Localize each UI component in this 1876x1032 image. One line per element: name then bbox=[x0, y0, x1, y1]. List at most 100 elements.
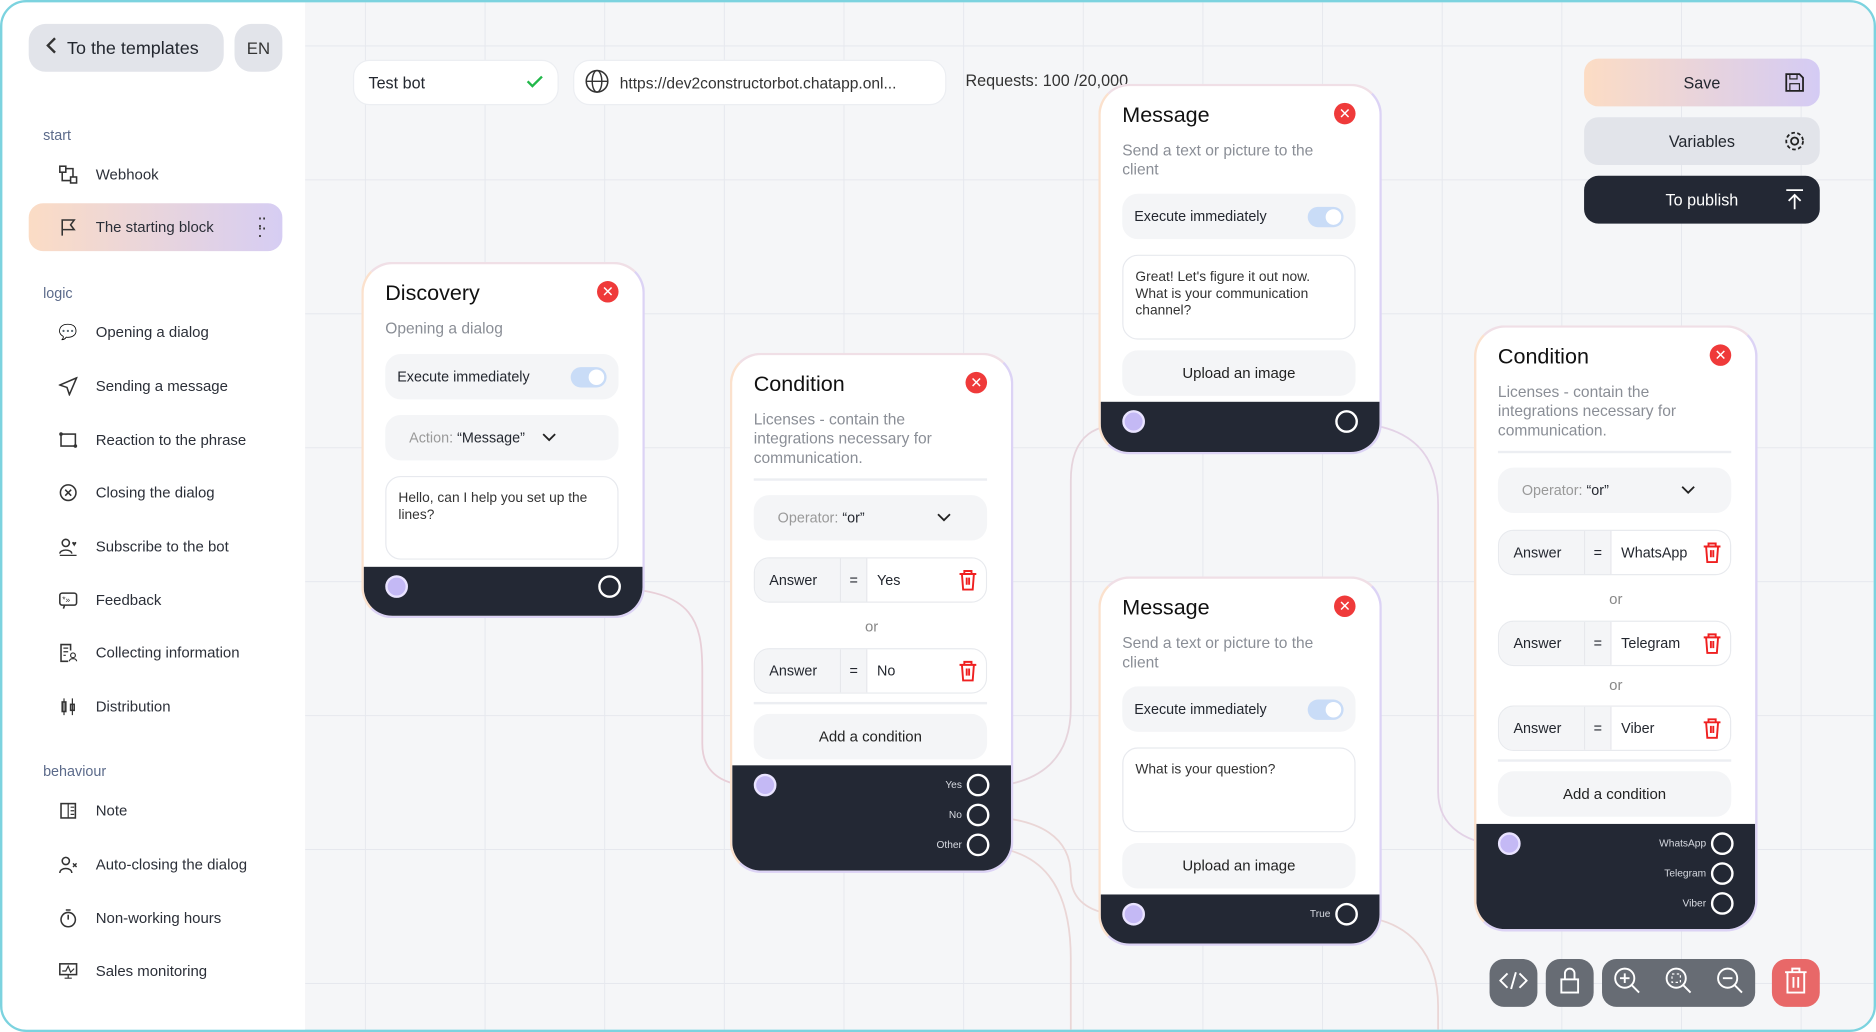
sidebar-item-label: Sales monitoring bbox=[95, 962, 208, 980]
input-port[interactable] bbox=[1122, 410, 1145, 433]
output-port[interactable] bbox=[1335, 410, 1358, 433]
execute-toggle[interactable] bbox=[1307, 699, 1344, 720]
close-icon[interactable]: ✕ bbox=[965, 371, 988, 394]
condition-field[interactable]: Answer bbox=[754, 649, 842, 693]
block-footer: Yes No Other bbox=[732, 765, 1011, 871]
condition-operator: = bbox=[841, 649, 868, 693]
condition-value[interactable]: No bbox=[867, 649, 950, 693]
output-port-telegram[interactable] bbox=[1710, 862, 1734, 885]
output-port[interactable] bbox=[598, 575, 621, 598]
message-block[interactable]: Message ✕ Send a text or picture to the … bbox=[1098, 576, 1382, 946]
upload-image-button[interactable]: Upload an image bbox=[1122, 843, 1356, 889]
input-port[interactable] bbox=[753, 773, 777, 797]
close-icon[interactable]: ✕ bbox=[1334, 102, 1356, 125]
input-port[interactable] bbox=[1497, 832, 1521, 856]
save-label: Save bbox=[1683, 73, 1721, 92]
message-block[interactable]: Message ✕ Send a text or picture to the … bbox=[1098, 83, 1382, 455]
sidebar-item-collecting[interactable]: Collecting information bbox=[29, 629, 283, 677]
sidebar-item-sending-message[interactable]: Sending a message bbox=[29, 362, 283, 410]
output-port-yes[interactable] bbox=[966, 773, 990, 797]
requests-counter: Requests: 100 /20,000 bbox=[965, 71, 1129, 90]
condition-field[interactable]: Answer bbox=[754, 558, 842, 602]
delete-button[interactable] bbox=[1771, 959, 1820, 1007]
condition-block[interactable]: Condition ✕ Licenses - contain the integ… bbox=[1474, 325, 1758, 932]
close-icon[interactable]: ✕ bbox=[1709, 344, 1732, 366]
sidebar-item-subscribe[interactable]: ♥ Subscribe to the bot bbox=[29, 523, 283, 571]
lock-button[interactable] bbox=[1545, 959, 1594, 1007]
sidebar-item-webhook[interactable]: Webhook bbox=[29, 151, 283, 199]
condition-value[interactable]: Telegram bbox=[1611, 621, 1695, 665]
zoom-out-icon[interactable] bbox=[1715, 966, 1744, 1001]
bot-name-field[interactable]: Test bot bbox=[352, 59, 559, 106]
bot-url-field[interactable]: https://dev2constructorbot.chatapp.onl..… bbox=[573, 59, 947, 106]
save-button[interactable]: Save bbox=[1584, 58, 1820, 107]
add-condition-button[interactable]: Add a condition bbox=[1497, 771, 1732, 817]
operator-select[interactable]: Operator: “or” bbox=[753, 495, 988, 541]
close-icon[interactable]: ✕ bbox=[1334, 595, 1356, 618]
block-title: Message bbox=[1122, 595, 1210, 620]
trash-icon[interactable] bbox=[1694, 530, 1731, 574]
sidebar-item-starting-block[interactable]: The starting block ⁚⁚ ⁚ bbox=[28, 203, 283, 252]
condition-value[interactable]: Yes bbox=[867, 558, 950, 602]
add-condition-button[interactable]: Add a condition bbox=[753, 713, 988, 760]
operator-select[interactable]: Operator: “or” bbox=[1497, 467, 1732, 514]
sidebar-item-reaction[interactable]: Reaction to the phrase bbox=[29, 416, 283, 464]
variables-button[interactable]: Variables bbox=[1584, 117, 1820, 166]
zoom-fit-icon[interactable] bbox=[1664, 966, 1693, 1001]
input-port[interactable] bbox=[385, 575, 408, 598]
drag-handle-icon[interactable]: ⁚⁚ ⁚ bbox=[257, 214, 266, 241]
reaction-icon bbox=[57, 429, 79, 451]
sidebar-item-opening-dialog[interactable]: 💬 Opening a dialog bbox=[29, 309, 283, 357]
trash-icon[interactable] bbox=[949, 558, 986, 602]
message-text[interactable]: Great! Let's figure it out now. What is … bbox=[1122, 254, 1356, 340]
execute-toggle[interactable] bbox=[1307, 206, 1344, 228]
divider bbox=[1497, 450, 1732, 454]
operator-prefix: Operator: bbox=[1521, 481, 1583, 499]
sidebar-item-non-working[interactable]: Non-working hours bbox=[29, 894, 283, 942]
publish-button[interactable]: To publish bbox=[1584, 175, 1820, 224]
sidebar-item-label: Distribution bbox=[95, 698, 171, 716]
trash-icon[interactable] bbox=[1694, 621, 1731, 665]
action-select[interactable]: Action: “Message” bbox=[385, 414, 619, 461]
code-button[interactable] bbox=[1489, 959, 1538, 1007]
close-icon[interactable]: ✕ bbox=[597, 281, 619, 303]
sidebar-item-sales-monitoring[interactable]: Sales monitoring bbox=[29, 947, 283, 995]
output-port-no[interactable] bbox=[966, 803, 990, 827]
condition-field[interactable]: Answer bbox=[1499, 621, 1586, 665]
condition-field[interactable]: Answer bbox=[1499, 706, 1586, 750]
trash-icon[interactable] bbox=[1694, 706, 1731, 750]
condition-field[interactable]: Answer bbox=[1499, 530, 1586, 574]
language-button[interactable]: EN bbox=[234, 23, 283, 72]
sidebar-item-feedback[interactable]: *» Feedback bbox=[29, 576, 283, 624]
webhook-icon bbox=[57, 164, 79, 186]
sidebar-item-label: Non-working hours bbox=[95, 910, 222, 927]
check-icon bbox=[526, 74, 543, 92]
discovery-block[interactable]: Discovery ✕ Opening a dialog Execute imm… bbox=[361, 261, 645, 619]
output-port-whatsapp[interactable] bbox=[1710, 832, 1734, 856]
output-port-true[interactable] bbox=[1335, 902, 1358, 926]
upload-image-button[interactable]: Upload an image bbox=[1122, 350, 1356, 396]
sidebar-item-distribution[interactable]: Distribution bbox=[29, 683, 283, 731]
condition-block[interactable]: Condition ✕ Licenses - contain the integ… bbox=[729, 352, 1014, 873]
condition-value[interactable]: Viber bbox=[1611, 706, 1695, 750]
sidebar-item-auto-closing[interactable]: Auto-closing the dialog bbox=[29, 841, 283, 889]
divider bbox=[753, 701, 988, 705]
trash-icon[interactable] bbox=[949, 649, 986, 693]
message-text[interactable]: What is your question? bbox=[1122, 747, 1356, 833]
sidebar: To the templates EN start Webhook The st… bbox=[2, 2, 306, 1030]
sidebar-item-note[interactable]: Note bbox=[29, 787, 283, 835]
back-to-templates-button[interactable]: To the templates bbox=[28, 23, 224, 72]
message-text[interactable]: Hello, can I help you set up the lines? bbox=[385, 475, 619, 560]
condition-operator: = bbox=[1585, 621, 1612, 665]
block-subtitle: Opening a dialog bbox=[385, 319, 503, 338]
execute-toggle[interactable] bbox=[570, 367, 607, 388]
action-prefix: Action: bbox=[409, 429, 454, 447]
input-port[interactable] bbox=[1122, 902, 1145, 926]
output-port-viber[interactable] bbox=[1710, 892, 1734, 915]
sidebar-item-closing-dialog[interactable]: Closing the dialog bbox=[29, 469, 283, 517]
condition-value[interactable]: WhatsApp bbox=[1611, 530, 1695, 574]
output-port-other[interactable] bbox=[966, 833, 990, 857]
zoom-in-icon[interactable] bbox=[1613, 966, 1642, 1001]
form-user-icon bbox=[57, 642, 79, 664]
